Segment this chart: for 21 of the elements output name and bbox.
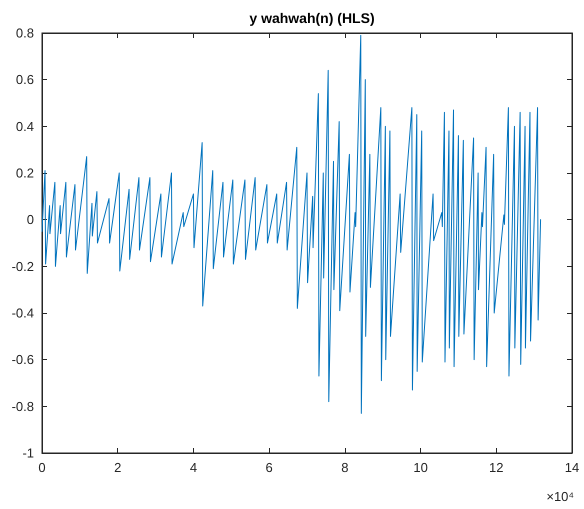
y-tick-label: -0.8 — [12, 398, 34, 414]
x-tick-label: 6 — [266, 460, 273, 475]
y-tick-label: -0.4 — [12, 306, 34, 320]
y-tick-label: -1 — [22, 446, 34, 460]
y-tick-label: -0.2 — [12, 258, 34, 274]
line-series — [42, 34, 542, 414]
x-tick-label: 4 — [190, 460, 198, 475]
x-tick-label: 8 — [341, 460, 348, 475]
text: ×10⁴ — [546, 489, 574, 504]
chart-title: y wahwah(n) (HLS) — [249, 10, 375, 26]
x-tick-label: 12 — [489, 460, 504, 475]
x-tick-label: 14 — [564, 460, 580, 475]
x-tick-label: 10 — [413, 460, 428, 475]
y-tick-label: 0 — [26, 212, 34, 228]
x-tick-label: 0 — [38, 460, 46, 475]
y-tick-label: 0.2 — [16, 166, 34, 180]
y-tick-label: 0.4 — [16, 118, 34, 134]
y-tick-label: 0.8 — [16, 26, 34, 40]
x-tick-label: 2 — [114, 460, 122, 475]
y-tick-label: 0.6 — [16, 72, 34, 88]
y-tick-label: -0.6 — [12, 352, 34, 368]
